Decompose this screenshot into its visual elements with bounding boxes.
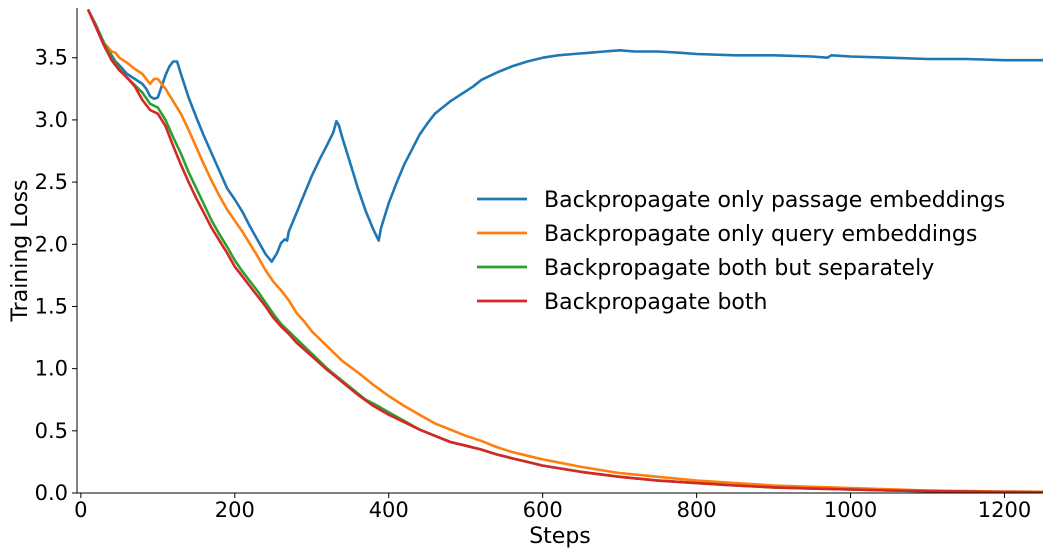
- series-line-3: [87, 9, 1043, 493]
- legend-label: Backpropagate only query embeddings: [544, 222, 977, 247]
- y-tick-label: 0.5: [35, 419, 68, 443]
- legend-label: Backpropagate both but separately: [544, 256, 934, 281]
- legend: Backpropagate only passage embeddings Bac…: [477, 188, 1005, 315]
- y-tick-label: 2.0: [35, 232, 68, 256]
- axes-layer: [76, 8, 1043, 494]
- x-tick-label: 200: [215, 498, 255, 522]
- series-line-2: [87, 9, 1043, 493]
- y-tick-label: 1.0: [35, 357, 68, 381]
- y-tick-label: 3.5: [35, 46, 68, 70]
- x-ticks: 0 200 400 600 800 1000 1200: [74, 493, 1031, 522]
- x-axis-label: Steps: [529, 524, 591, 549]
- x-tick-label: 0: [74, 498, 87, 522]
- x-tick-label: 1000: [824, 498, 877, 522]
- y-ticks: 0.0 0.5 1.0 1.5 2.0 2.5 3.0 3.5: [35, 46, 77, 505]
- series-line-1: [87, 9, 1043, 263]
- legend-label: Backpropagate only passage embeddings: [544, 188, 1005, 213]
- x-tick-label: 400: [369, 498, 409, 522]
- x-tick-label: 600: [523, 498, 563, 522]
- legend-label: Backpropagate both: [544, 290, 767, 315]
- y-tick-label: 2.5: [35, 170, 68, 194]
- series-layer: [87, 9, 1043, 493]
- x-tick-label: 800: [677, 498, 717, 522]
- x-tick-label: 1200: [978, 498, 1031, 522]
- y-tick-label: 3.0: [35, 108, 68, 132]
- y-tick-label: 1.5: [35, 294, 68, 318]
- y-axis-label: Training Loss: [8, 179, 33, 322]
- y-tick-label: 0.0: [35, 481, 68, 505]
- series-line-4: [87, 9, 1043, 493]
